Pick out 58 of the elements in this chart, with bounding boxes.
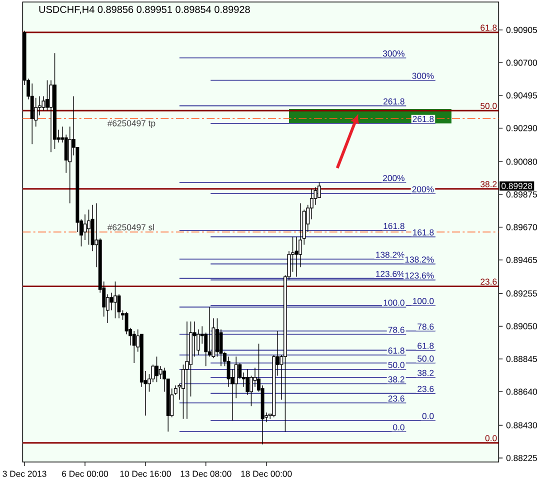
annotation: 23.6 bbox=[388, 395, 404, 402]
candlestick bbox=[53, 52, 57, 150]
y-tick-label: 0.89875 bbox=[506, 191, 538, 198]
y-tick-label: 0.90905 bbox=[506, 26, 538, 34]
annotation: 200% bbox=[383, 175, 404, 182]
annotation: 38.2 bbox=[388, 376, 404, 382]
x-tick-label: 18 Dec 00:00 bbox=[241, 470, 292, 477]
y-tick-label: 0.88225 bbox=[506, 454, 538, 462]
x-tick-label: 6 Dec 00:00 bbox=[62, 470, 108, 477]
annotation: 123.6% bbox=[405, 272, 434, 279]
candlestick bbox=[185, 321, 189, 420]
annotation: 123.6% bbox=[376, 270, 404, 277]
annotation: 78.6 bbox=[418, 324, 434, 330]
annotation: 61.8 bbox=[418, 342, 434, 349]
annotation: 38.2 bbox=[418, 370, 434, 376]
annotation: 100.0 bbox=[413, 298, 434, 304]
y-tick-label: 0.89255 bbox=[506, 290, 538, 297]
candlestick bbox=[155, 356, 159, 383]
y-tick-label: 0.90080 bbox=[506, 158, 538, 165]
y-tick-label: 0.88640 bbox=[506, 388, 538, 395]
y-tick-label: 0.89050 bbox=[506, 323, 538, 330]
y-tick-label: 0.90495 bbox=[506, 92, 538, 98]
annotation: 61.8 bbox=[480, 24, 497, 31]
candlestick bbox=[132, 330, 136, 364]
annotation: 0.0 bbox=[422, 413, 434, 420]
annotation: 161.8 bbox=[413, 229, 434, 236]
annotation: 261.8 bbox=[412, 116, 434, 122]
ref-line-label: #6250497 tp bbox=[107, 120, 156, 128]
y-tick-label: 0.90290 bbox=[506, 125, 538, 132]
x-tick-label: 10 Dec 16:00 bbox=[120, 470, 171, 477]
annotation: 50.0 bbox=[418, 356, 434, 362]
x-tick-label: 3 Dec 2013 bbox=[2, 470, 46, 477]
annotation: 100.0 bbox=[384, 300, 404, 306]
annotation: 0.0 bbox=[393, 424, 404, 430]
annotation: 50.0 bbox=[480, 102, 497, 110]
annotation: 0.0 bbox=[485, 435, 497, 442]
annotation: 200% bbox=[412, 186, 434, 192]
y-tick-label: 0.88430 bbox=[506, 422, 538, 428]
y-tick-label: 0.88845 bbox=[506, 356, 538, 362]
annotation: 300% bbox=[382, 50, 404, 57]
annotation: 61.8 bbox=[388, 348, 404, 354]
annotation: 161.8 bbox=[384, 222, 404, 230]
chart-title: USDCHF,H4 0.89856 0.89951 0.89854 0.89928 bbox=[39, 6, 250, 14]
ref-line-label: #6250497 sl bbox=[107, 224, 154, 230]
annotation: 50.0 bbox=[388, 362, 404, 368]
annotation: 23.6 bbox=[418, 386, 434, 392]
y-tick-label: 0.89465 bbox=[506, 256, 538, 264]
annotation: 138.2% bbox=[405, 256, 434, 263]
annotation: 300% bbox=[412, 72, 434, 79]
annotation: 38.2 bbox=[480, 181, 497, 188]
x-tick-label: 13 Dec 08:00 bbox=[180, 470, 232, 477]
annotation: 23.6 bbox=[480, 278, 497, 285]
y-tick-label: 0.90700 bbox=[506, 60, 538, 66]
annotation: 261.8 bbox=[384, 98, 404, 104]
annotation: 138.2% bbox=[376, 252, 404, 258]
annotation: 78.6 bbox=[388, 326, 404, 333]
y-tick-label: 0.89670 bbox=[506, 224, 538, 230]
text: 0.89928 bbox=[502, 182, 532, 190]
